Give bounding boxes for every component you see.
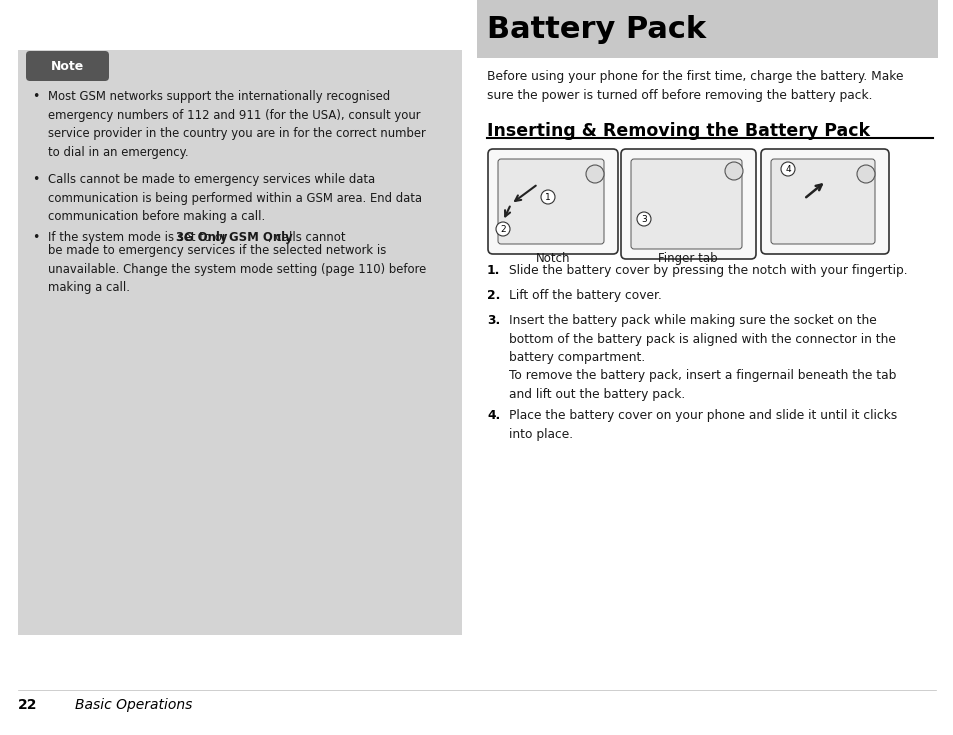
Text: Note: Note bbox=[51, 60, 84, 73]
Text: 2.: 2. bbox=[486, 289, 500, 302]
FancyBboxPatch shape bbox=[488, 149, 618, 254]
Text: 3G Only: 3G Only bbox=[176, 231, 228, 244]
FancyBboxPatch shape bbox=[476, 0, 937, 58]
Text: GSM Only: GSM Only bbox=[229, 231, 292, 244]
Text: Notch: Notch bbox=[536, 252, 570, 265]
Text: Slide the battery cover by pressing the notch with your fingertip.: Slide the battery cover by pressing the … bbox=[509, 264, 906, 277]
Text: or: or bbox=[211, 231, 230, 244]
Text: 4: 4 bbox=[784, 165, 790, 173]
Circle shape bbox=[496, 222, 510, 236]
Text: Calls cannot be made to emergency services while data
communication is being per: Calls cannot be made to emergency servic… bbox=[48, 173, 421, 223]
Text: be made to emergency services if the selected network is
unavailable. Change the: be made to emergency services if the sel… bbox=[48, 244, 426, 294]
Text: 1.: 1. bbox=[486, 264, 500, 277]
Text: Finger tab: Finger tab bbox=[658, 252, 717, 265]
Text: If the system mode is set to: If the system mode is set to bbox=[48, 231, 214, 244]
Text: Insert the battery pack while making sure the socket on the
bottom of the batter: Insert the battery pack while making sur… bbox=[509, 314, 895, 364]
Circle shape bbox=[724, 162, 742, 180]
Text: , calls cannot: , calls cannot bbox=[268, 231, 345, 244]
Text: 4.: 4. bbox=[486, 409, 499, 422]
Circle shape bbox=[856, 165, 874, 183]
Text: Before using your phone for the first time, charge the battery. Make
sure the po: Before using your phone for the first ti… bbox=[486, 70, 902, 102]
Text: •: • bbox=[32, 173, 39, 186]
Text: •: • bbox=[32, 90, 39, 103]
Circle shape bbox=[585, 165, 603, 183]
FancyBboxPatch shape bbox=[26, 51, 109, 81]
Text: 3: 3 bbox=[640, 215, 646, 223]
Circle shape bbox=[540, 190, 555, 204]
Text: 3.: 3. bbox=[486, 314, 499, 327]
Text: Lift off the battery cover.: Lift off the battery cover. bbox=[509, 289, 661, 302]
FancyBboxPatch shape bbox=[760, 149, 888, 254]
Text: Most GSM networks support the internationally recognised
emergency numbers of 11: Most GSM networks support the internatio… bbox=[48, 90, 425, 159]
FancyBboxPatch shape bbox=[770, 159, 874, 244]
Text: •: • bbox=[32, 231, 39, 244]
Text: Battery Pack: Battery Pack bbox=[486, 15, 705, 43]
Text: To remove the battery pack, insert a fingernail beneath the tab
and lift out the: To remove the battery pack, insert a fin… bbox=[509, 369, 896, 401]
Text: 1: 1 bbox=[544, 193, 550, 201]
FancyBboxPatch shape bbox=[497, 159, 603, 244]
FancyBboxPatch shape bbox=[630, 159, 741, 249]
Text: Inserting & Removing the Battery Pack: Inserting & Removing the Battery Pack bbox=[486, 122, 869, 140]
Text: Basic Operations: Basic Operations bbox=[75, 698, 193, 712]
Text: 2: 2 bbox=[499, 224, 505, 234]
Text: Place the battery cover on your phone and slide it until it clicks
into place.: Place the battery cover on your phone an… bbox=[509, 409, 897, 440]
FancyBboxPatch shape bbox=[620, 149, 755, 259]
Text: 22: 22 bbox=[18, 698, 37, 712]
Circle shape bbox=[781, 162, 794, 176]
Circle shape bbox=[637, 212, 650, 226]
FancyBboxPatch shape bbox=[18, 50, 461, 635]
